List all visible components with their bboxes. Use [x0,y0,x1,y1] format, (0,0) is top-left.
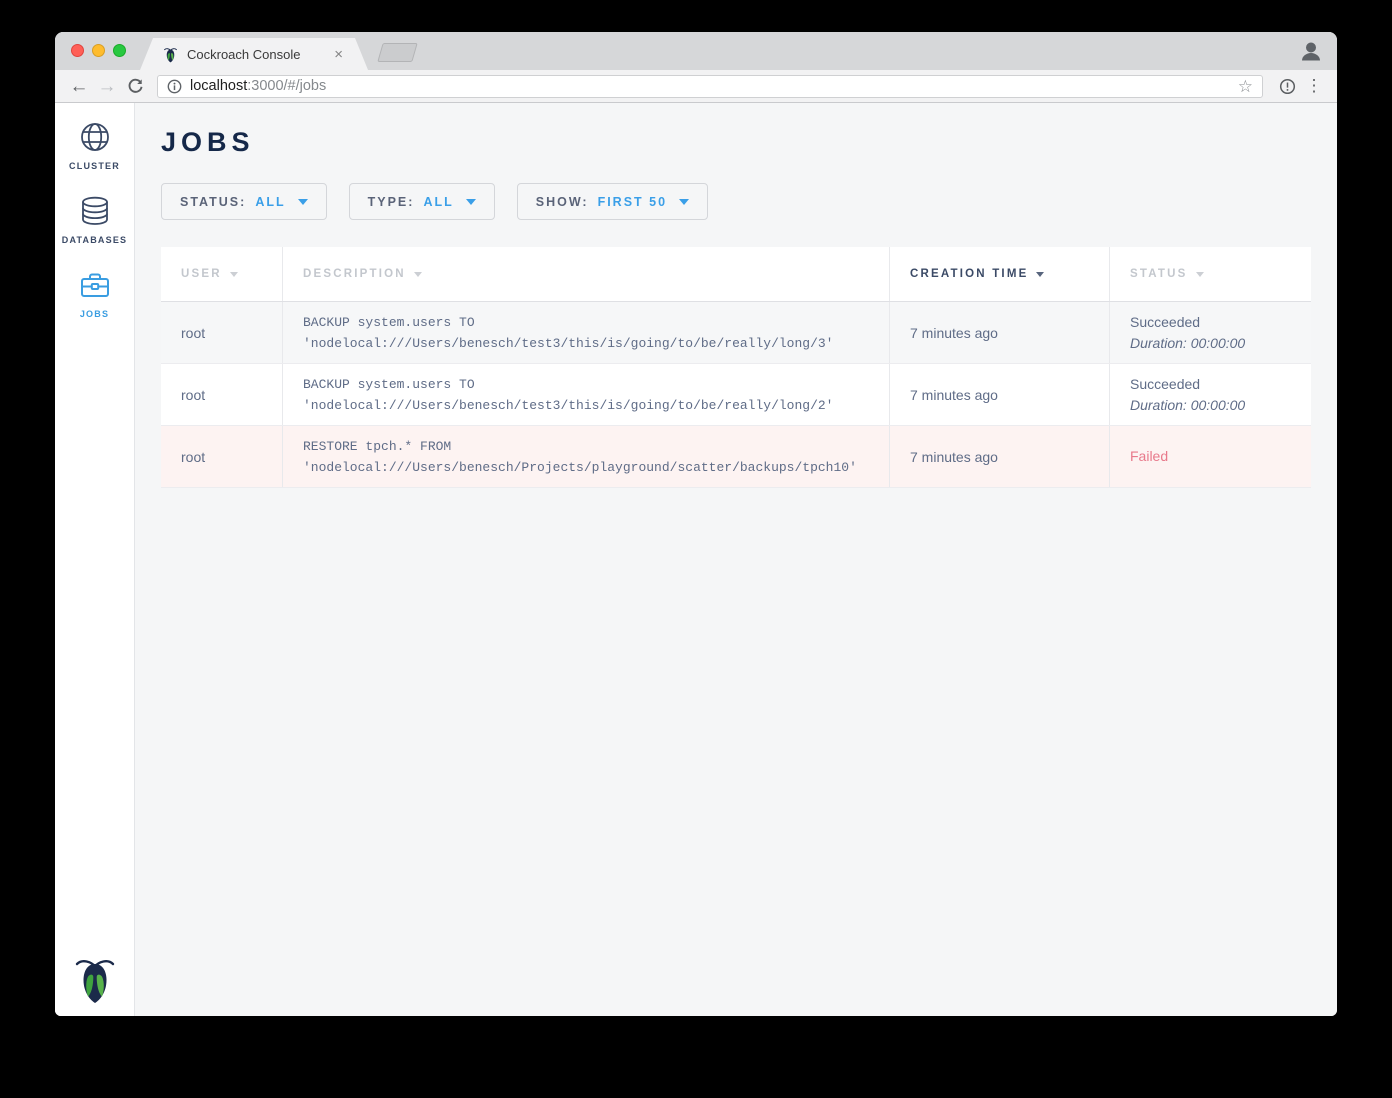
table-header: USER DESCRIPTION CREATION TIME STATUS [161,247,1311,302]
url-host: localhost [190,78,248,94]
filter-value: ALL [255,194,286,209]
sidebar-item-databases[interactable]: DATABASES [55,195,134,245]
user-cell: root [161,302,283,363]
cockroachdb-logo-icon [75,952,115,1006]
user-cell: root [161,364,283,425]
chevron-down-icon [465,198,476,205]
status-cell: Succeeded Duration: 00:00:00 [1110,302,1311,363]
status-duration: Duration: 00:00:00 [1130,334,1246,351]
chevron-down-icon [679,198,690,205]
creation-time-cell: 7 minutes ago [890,426,1110,487]
briefcase-icon [80,269,110,301]
profile-avatar-icon[interactable] [1299,39,1323,63]
refresh-button[interactable] [121,78,149,95]
url-bar[interactable]: localhost :3000/#/jobs ☆ [157,74,1263,98]
database-icon [79,195,111,227]
close-window-button[interactable] [71,44,84,57]
creation-time-cell: 7 minutes ago [890,364,1110,425]
back-button[interactable]: ← [69,75,89,97]
column-header-creation-time[interactable]: CREATION TIME [890,247,1110,301]
status-badge: Succeeded [1130,313,1201,330]
column-header-status[interactable]: STATUS [1110,247,1311,301]
globe-icon [79,121,111,153]
sidebar-item-cluster[interactable]: CLUSTER [55,121,134,171]
sort-arrow-icon [1036,271,1045,277]
status-duration: Duration: 00:00:00 [1130,396,1246,413]
sort-arrow-icon [1195,271,1204,277]
show-filter-dropdown[interactable]: SHOW: FIRST 50 [516,183,709,220]
chevron-down-icon [297,198,308,205]
user-cell: root [161,426,283,487]
new-tab-button[interactable] [377,43,418,62]
filter-value: FIRST 50 [597,194,668,209]
type-filter-dropdown[interactable]: TYPE: ALL [348,183,495,220]
tab-strip: Cockroach Console × [55,32,1337,70]
status-filter-dropdown[interactable]: STATUS: ALL [161,183,327,220]
sort-arrow-icon [413,271,422,277]
cockroach-favicon-icon [162,46,179,63]
description-cell: BACKUP system.users TO 'nodelocal:///Use… [283,302,890,363]
sidebar-item-label: DATABASES [61,235,128,245]
traffic-lights [71,44,126,57]
status-badge: Succeeded [1130,375,1201,392]
filter-label: SHOW: [535,194,589,209]
close-tab-icon[interactable]: × [334,45,343,63]
page-info-icon[interactable] [167,79,182,94]
filter-label: STATUS: [180,194,247,209]
browser-menu-icon[interactable]: ⋮ [1305,76,1323,95]
column-header-user[interactable]: USER [161,247,283,301]
main-content: JOBS STATUS: ALL TYPE: ALL SHOW: FIRST 5… [135,103,1337,1016]
column-header-description[interactable]: DESCRIPTION [283,247,890,301]
table-row: root BACKUP system.users TO 'nodelocal:/… [161,364,1311,426]
status-cell: Succeeded Duration: 00:00:00 [1110,364,1311,425]
sort-arrow-icon [229,271,238,277]
table-row: root BACKUP system.users TO 'nodelocal:/… [161,302,1311,364]
minimize-window-button[interactable] [92,44,105,57]
status-cell: Failed [1110,426,1311,487]
sidebar-item-label: CLUSTER [69,161,120,171]
sidebar-item-label: JOBS [79,309,110,319]
status-badge: Failed [1130,448,1169,464]
browser-window: Cockroach Console × ← → [55,32,1337,1016]
extension-info-icon[interactable] [1273,78,1301,95]
table-row: root RESTORE tpch.* FROM 'nodelocal:///U… [161,426,1311,488]
creation-time-cell: 7 minutes ago [890,302,1110,363]
browser-tab[interactable]: Cockroach Console × [140,38,368,70]
forward-button[interactable]: → [97,75,117,97]
jobs-table: USER DESCRIPTION CREATION TIME STATUS [161,247,1311,488]
filter-label: TYPE: [367,194,415,209]
browser-toolbar: ← → localhost :3000/#/jobs ☆ [55,70,1337,103]
filter-bar: STATUS: ALL TYPE: ALL SHOW: FIRST 50 [161,183,1311,220]
tab-title: Cockroach Console [187,46,301,62]
sidebar: CLUSTER DATABASES [55,103,135,1016]
bookmark-star-icon[interactable]: ☆ [1237,76,1253,96]
page-title: JOBS [161,127,255,157]
description-cell: RESTORE tpch.* FROM 'nodelocal:///Users/… [283,426,890,487]
zoom-window-button[interactable] [113,44,126,57]
page-body: CLUSTER DATABASES [55,103,1337,1016]
description-cell: BACKUP system.users TO 'nodelocal:///Use… [283,364,890,425]
url-path: :3000/#/jobs [247,78,327,94]
filter-value: ALL [423,194,454,209]
sidebar-item-jobs[interactable]: JOBS [55,269,134,319]
